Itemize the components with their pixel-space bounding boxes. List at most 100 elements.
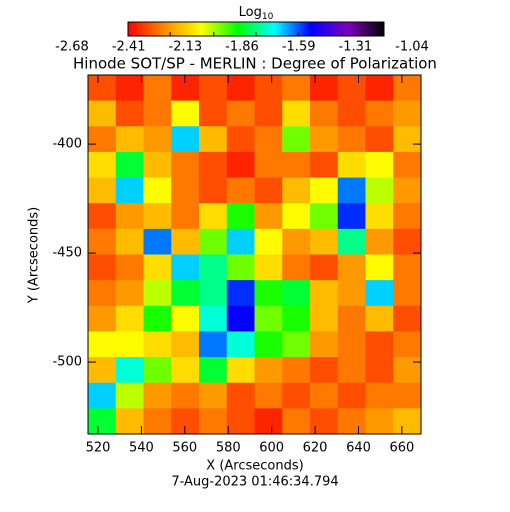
heatmap-cell	[171, 408, 200, 435]
colorbar-tick-label: -1.04	[395, 40, 429, 55]
plot-frame	[87, 74, 422, 435]
heatmap-cell	[199, 280, 228, 307]
heatmap-cell	[310, 280, 339, 307]
heatmap-cell	[171, 151, 200, 179]
y-axis-label: Y (Arcseconds)	[27, 207, 42, 304]
heatmap-cell	[171, 177, 200, 204]
heatmap-cell	[393, 100, 422, 127]
heatmap-cell	[254, 126, 283, 153]
heatmap-cell	[310, 305, 339, 332]
heatmap-cell	[115, 177, 144, 204]
heatmap-cell	[282, 305, 311, 332]
y-tick-label: -450	[52, 246, 82, 261]
heatmap-cell	[254, 305, 283, 332]
colorbar-tick-label: -1.59	[282, 40, 316, 55]
heatmap-cell	[226, 100, 255, 127]
heatmap-cell	[337, 382, 366, 409]
heatmap-cell	[282, 280, 311, 307]
heatmap-cell	[143, 254, 172, 281]
heatmap-cell	[226, 126, 255, 153]
heatmap-cell	[171, 100, 200, 127]
x-tick-label: 540	[129, 441, 154, 456]
heatmap-cell	[282, 100, 311, 127]
heatmap-cell	[310, 75, 339, 102]
heatmap-cell	[88, 203, 117, 230]
heatmap-cell	[310, 151, 339, 179]
heatmap-cell	[282, 126, 311, 153]
heatmap-cell	[115, 254, 144, 281]
colorbar-tick-label: -1.86	[225, 40, 259, 55]
x-tick-label: 660	[389, 441, 414, 456]
x-tick-label: 560	[172, 441, 197, 456]
colorbar-label-subscript: 10	[262, 12, 274, 22]
heatmap-cell	[337, 408, 366, 435]
heatmap-cell	[393, 280, 422, 307]
heatmap-cell	[365, 100, 394, 127]
heatmap-cell	[171, 75, 200, 102]
heatmap-cell	[393, 151, 422, 179]
heatmap-cell	[337, 203, 366, 230]
heatmap-cell	[254, 280, 283, 307]
heatmap-cell	[143, 331, 172, 358]
heatmap-cell	[199, 126, 228, 153]
heatmap-cell	[254, 75, 283, 102]
heatmap-cell	[226, 203, 255, 230]
heatmap-cell	[365, 280, 394, 307]
heatmap-cell	[337, 280, 366, 307]
y-tick-label: -400	[52, 137, 82, 152]
heatmap-cell	[337, 254, 366, 281]
heatmap-cell	[310, 382, 339, 409]
heatmap-cell	[310, 177, 339, 204]
heatmap-cell	[226, 228, 255, 255]
chart-title: Hinode SOT/SP - MERLIN : Degree of Polar…	[73, 55, 437, 73]
heatmap-cell	[171, 280, 200, 307]
heatmap-cell	[88, 100, 117, 127]
heatmap-cell	[88, 331, 117, 358]
x-tick-label: 580	[216, 441, 241, 456]
colorbar-tick-label: -2.68	[55, 40, 89, 55]
heatmap-cell	[143, 100, 172, 127]
heatmap-cell	[143, 408, 172, 435]
heatmap-cell	[254, 331, 283, 358]
heatmap-cell	[199, 305, 228, 332]
heatmap-cell	[199, 228, 228, 255]
heatmap-cell	[393, 408, 422, 435]
colorbar-label: Log10	[239, 5, 274, 22]
heatmap-cell	[115, 75, 144, 102]
x-tick-label: 520	[86, 441, 111, 456]
heatmap-cell	[115, 357, 144, 384]
heatmap-cell	[115, 408, 144, 435]
heatmap-cell	[254, 357, 283, 384]
heatmap-cell	[393, 331, 422, 358]
heatmap-cell	[393, 382, 422, 409]
heatmap-cell	[88, 228, 117, 255]
x-tick-label: 600	[259, 441, 284, 456]
heatmap-cell	[365, 151, 394, 179]
heatmap-cell	[115, 382, 144, 409]
heatmap-cell	[393, 305, 422, 332]
x-tick-label: 640	[346, 441, 371, 456]
heatmap-cell	[365, 305, 394, 332]
heatmap-cell	[393, 228, 422, 255]
heatmap-cell	[143, 357, 172, 384]
heatmap-cell	[226, 75, 255, 102]
heatmap-cell	[393, 75, 422, 102]
heatmap-cell	[365, 382, 394, 409]
heatmap-cell	[199, 100, 228, 127]
heatmap-cell	[282, 75, 311, 102]
heatmap-cell	[393, 126, 422, 153]
heatmap-cell	[115, 203, 144, 230]
heatmap-cell	[226, 177, 255, 204]
heatmap-cell	[143, 126, 172, 153]
heatmap-cell	[88, 151, 117, 179]
heatmap-cell	[254, 382, 283, 409]
heatmap-cell	[88, 357, 117, 384]
heatmap-cell	[282, 331, 311, 358]
heatmap-cell	[199, 203, 228, 230]
heatmap-cell	[171, 126, 200, 153]
heatmap-cell	[143, 305, 172, 332]
heatmap-cell	[365, 357, 394, 384]
heatmap-cell	[310, 126, 339, 153]
heatmap-cell	[115, 331, 144, 358]
